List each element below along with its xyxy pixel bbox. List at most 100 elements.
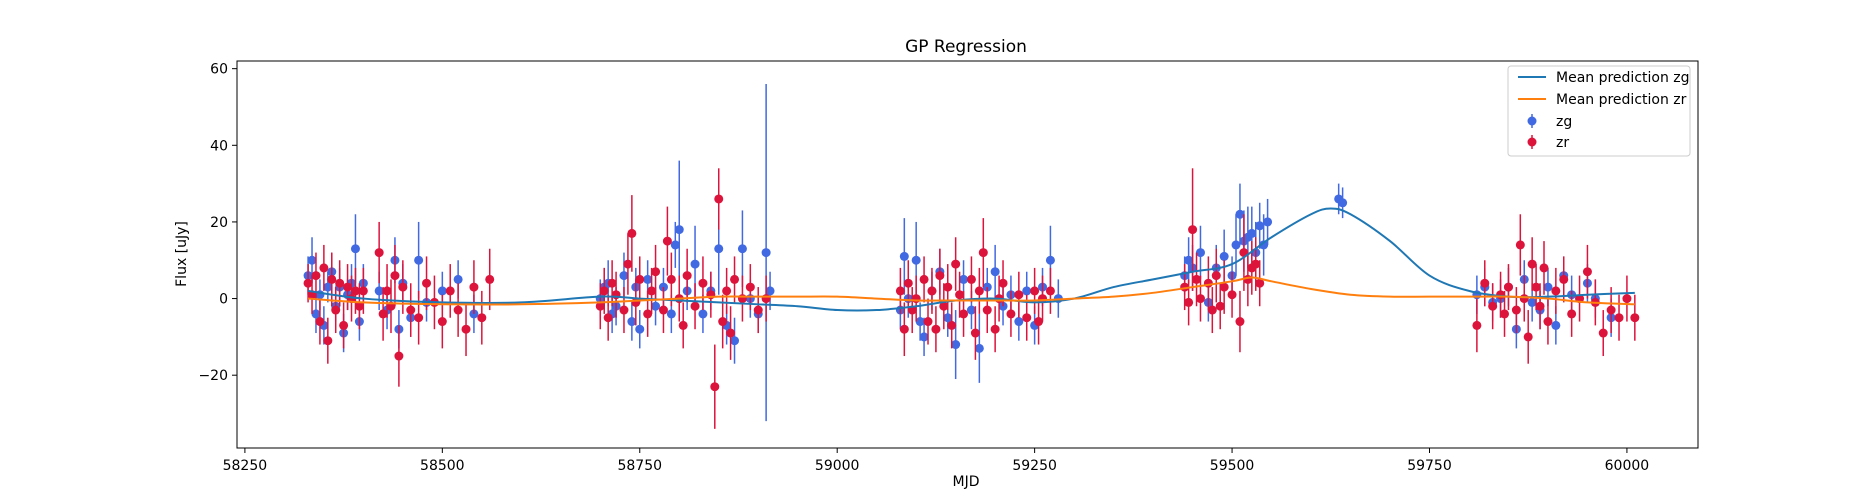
zg-marker <box>1195 248 1205 258</box>
zr-marker <box>666 274 676 284</box>
zr-marker <box>737 294 747 304</box>
zg-marker <box>1551 320 1561 330</box>
zr-marker <box>1251 259 1261 269</box>
zr-marker <box>1535 301 1545 311</box>
zr-marker <box>335 278 345 288</box>
legend-label-zr: zr <box>1556 135 1569 151</box>
zr-point <box>939 283 949 330</box>
zg-point <box>919 317 929 357</box>
zr-marker <box>761 294 771 304</box>
zr-marker <box>714 194 724 204</box>
zr-point <box>899 302 909 357</box>
zr-marker <box>1480 278 1490 288</box>
zg-marker <box>714 244 724 254</box>
zr-point <box>453 283 463 337</box>
zr-point <box>1531 264 1541 311</box>
legend-label-mean-zr: Mean prediction zr <box>1556 92 1687 108</box>
zr-marker <box>1630 313 1640 323</box>
zg-marker <box>635 324 645 334</box>
plot-frame <box>236 60 1699 449</box>
zr-marker <box>1034 317 1044 327</box>
zr-marker <box>1539 263 1549 273</box>
zr-marker <box>919 274 929 284</box>
zg-point <box>1338 187 1348 219</box>
zg-point <box>635 310 645 349</box>
zr-marker <box>406 305 416 315</box>
legend-label-mean-zg: Mean prediction zg <box>1556 70 1690 86</box>
y-axis-title: Flux [uJy] <box>174 221 190 287</box>
zg-point <box>951 310 961 380</box>
zg-marker <box>951 340 961 350</box>
plot-content <box>303 83 1640 429</box>
zg-marker <box>1255 221 1265 231</box>
zr-point <box>706 271 716 318</box>
zr-point <box>1215 283 1225 330</box>
zg-marker <box>1219 251 1229 261</box>
y-tick-label: 20 <box>210 215 228 231</box>
zr-point <box>374 221 384 284</box>
zr-marker <box>966 274 976 284</box>
zr-point <box>1559 256 1569 303</box>
zr-marker <box>1022 313 1032 323</box>
zg-marker <box>643 274 653 284</box>
zg-marker <box>974 343 984 353</box>
zr-marker <box>678 320 688 330</box>
zr-point <box>931 306 941 353</box>
zr-point <box>390 244 400 307</box>
zg-marker <box>1247 228 1257 238</box>
zg-marker <box>1014 317 1024 327</box>
zr-point <box>1551 267 1561 314</box>
zr-marker <box>1551 286 1561 296</box>
zr-point <box>1045 267 1055 314</box>
zr-marker <box>627 228 637 238</box>
zr-marker <box>1195 294 1205 304</box>
zr-point <box>710 344 720 429</box>
zr-point <box>1219 260 1229 314</box>
zr-marker <box>1488 301 1498 311</box>
x-axis: 58250 58500 58750 59000 59250 59500 59750 60000 <box>223 448 1649 474</box>
zr-marker <box>461 324 471 334</box>
zr-point <box>970 306 980 360</box>
zg-point <box>311 294 321 334</box>
zr-marker <box>1255 278 1265 288</box>
zr-point <box>651 244 661 299</box>
zr-marker <box>1523 332 1533 342</box>
zr-marker <box>374 248 384 258</box>
zr-point <box>662 206 672 276</box>
zr-point <box>1014 271 1024 318</box>
zg-marker <box>990 267 1000 277</box>
zr-point <box>690 283 700 330</box>
zr-marker <box>931 324 941 334</box>
x-tick-label: 59000 <box>815 458 860 474</box>
zr-marker <box>923 317 933 327</box>
zr-marker <box>718 317 728 327</box>
zr-marker <box>955 290 965 300</box>
zr-marker <box>990 324 1000 334</box>
zr-marker <box>1211 271 1221 281</box>
zg-marker <box>698 309 708 319</box>
zr-marker <box>1219 282 1229 292</box>
zr-marker <box>753 305 763 315</box>
zr-marker <box>1192 274 1202 284</box>
zr-point <box>935 248 945 303</box>
zr-point <box>714 168 724 230</box>
zr-point <box>730 256 740 303</box>
zg-point <box>737 210 747 288</box>
zr-point <box>1235 290 1245 353</box>
zr-marker <box>315 317 325 327</box>
zr-point <box>1030 267 1040 314</box>
zg-point <box>761 83 771 422</box>
zg-marker <box>619 271 629 281</box>
zg-marker <box>943 313 953 323</box>
zr-point <box>343 264 353 311</box>
zr-point <box>1539 241 1549 295</box>
zr-point <box>477 290 487 345</box>
zr-point <box>919 256 929 303</box>
zr-marker <box>935 271 945 281</box>
zg-marker <box>311 309 321 319</box>
zg-marker <box>1235 209 1245 219</box>
zr-marker <box>1472 320 1482 330</box>
zr-marker <box>1582 267 1592 277</box>
zr-marker <box>603 313 613 323</box>
